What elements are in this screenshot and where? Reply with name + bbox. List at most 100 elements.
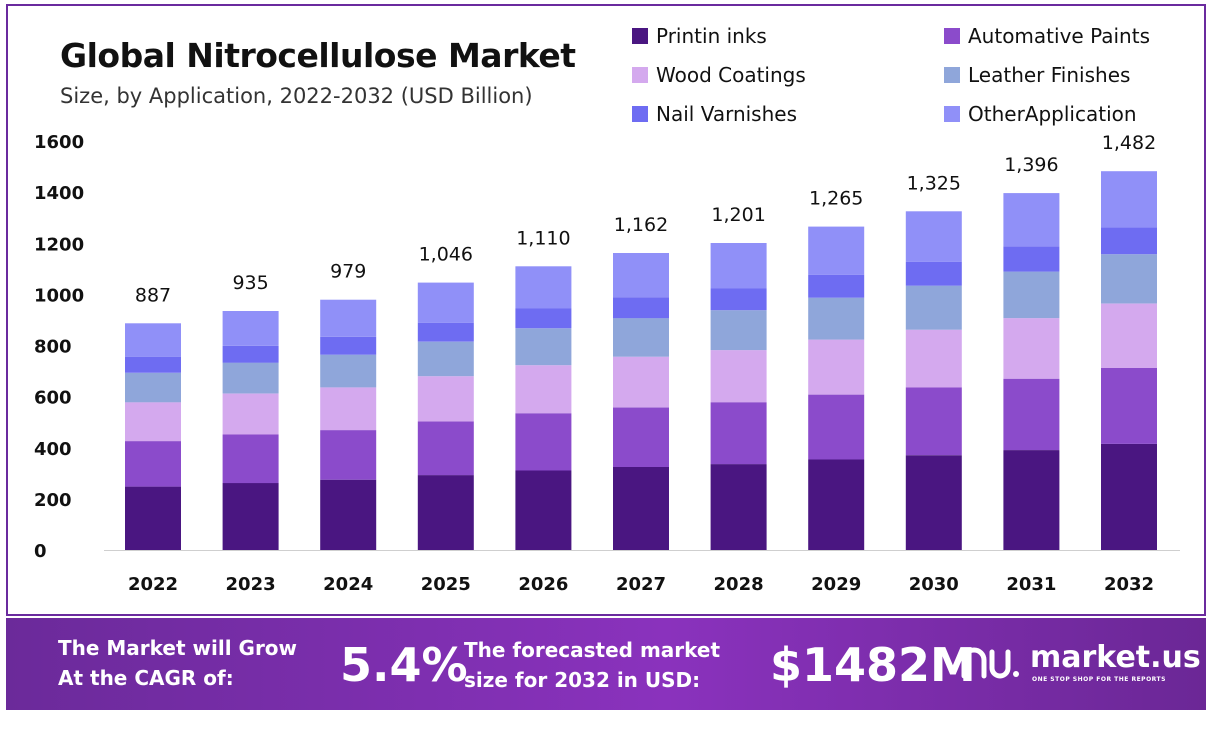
legend-label: Leather Finishes	[968, 63, 1131, 87]
y-tick-label: 0	[34, 541, 47, 562]
total-data-label: 1,201	[711, 204, 765, 226]
market-us-logo-text: market.us	[1030, 640, 1201, 675]
total-data-label: 1,046	[419, 244, 473, 266]
legend-swatch	[632, 106, 648, 122]
bar-segment	[1101, 368, 1157, 444]
bar-segment	[905, 329, 962, 388]
total-data-label: 1,110	[516, 227, 570, 249]
legend-swatch	[632, 67, 648, 83]
total-data-label: 979	[330, 261, 366, 283]
bar-segment	[905, 261, 962, 286]
market-us-logo-icon	[961, 647, 1019, 679]
bar-segment	[1003, 271, 1060, 319]
y-tick-label: 200	[34, 490, 72, 511]
bar-segment	[417, 421, 474, 476]
total-data-label: 1,396	[1004, 154, 1058, 176]
bar-segment	[905, 387, 962, 456]
bar-segment	[125, 372, 181, 403]
bar-segment	[320, 299, 377, 337]
bar-segment	[710, 464, 767, 550]
cagr-value: 5.4%	[340, 638, 468, 692]
x-tick-label: 2032	[1104, 574, 1154, 595]
bar-segment	[1003, 318, 1060, 379]
bar-segment	[808, 459, 865, 550]
total-data-label: 1,162	[614, 214, 668, 236]
bar-segment	[125, 402, 181, 442]
legend-item: Wood Coatings	[632, 63, 806, 87]
x-tick-label: 2030	[909, 574, 959, 595]
total-data-label: 935	[232, 272, 268, 294]
bar-segment	[417, 376, 474, 422]
bar-segment	[905, 285, 962, 330]
y-tick-label: 1000	[34, 285, 84, 306]
bar-segment	[1003, 246, 1060, 272]
legend-item: Printin inks	[632, 24, 767, 48]
bar-segment	[613, 318, 669, 357]
y-tick-label: 600	[34, 388, 72, 409]
y-tick-label: 1200	[34, 234, 84, 255]
y-tick-label: 1600	[34, 132, 84, 153]
bar-segment	[320, 479, 377, 550]
bar-segment	[710, 350, 767, 403]
bar-segment	[417, 475, 474, 550]
bar-segment	[515, 365, 572, 414]
legend-label: Wood Coatings	[656, 63, 806, 87]
legend-item: Automative Paints	[944, 24, 1150, 48]
bar-segment	[222, 311, 279, 346]
bar-segment	[417, 282, 474, 323]
bar-segment	[905, 455, 962, 550]
forecast-label: The forecasted market	[464, 638, 721, 662]
x-tick-label: 2026	[518, 574, 568, 595]
bar-segment	[515, 413, 572, 471]
legend-label: Automative Paints	[968, 24, 1150, 48]
bar-segment	[125, 441, 181, 487]
y-tick-label: 800	[34, 337, 72, 358]
bar-segment	[1003, 450, 1060, 550]
legend-label: Nail Varnishes	[656, 102, 797, 126]
bar-segment	[808, 226, 865, 275]
x-tick-label: 2027	[616, 574, 666, 595]
x-tick-label: 2023	[226, 574, 276, 595]
bar-segment	[222, 393, 279, 435]
stacked-bar-chart: 0 200 400 600 800 1000 1200 1400 1600 887 2022 935 2…	[34, 132, 1180, 595]
bar-segment	[808, 274, 865, 298]
bar-segment	[710, 402, 767, 465]
bar-segment	[417, 341, 474, 377]
bar-segment	[515, 470, 572, 550]
legend-swatch	[632, 28, 648, 44]
bar-segment	[222, 345, 279, 363]
x-tick-label: 2031	[1006, 574, 1056, 595]
bar-segment	[1101, 254, 1157, 304]
bar-segment	[1101, 443, 1157, 550]
bar-segment	[613, 466, 669, 550]
bar-segment	[515, 266, 572, 309]
bar-segment	[1101, 227, 1157, 255]
bar-segment	[320, 387, 377, 431]
bar-segment	[320, 336, 377, 355]
bar-segment	[1101, 171, 1157, 228]
bar-segment	[613, 297, 669, 319]
bar-segment	[125, 323, 181, 357]
forecast-value: $1482M	[770, 638, 976, 692]
chart-title: Global Nitrocellulose Market	[60, 36, 576, 75]
bar-segment	[222, 362, 279, 394]
bar-segment	[905, 211, 962, 262]
x-tick-label: 2028	[714, 574, 764, 595]
chart-subtitle: Size, by Application, 2022-2032 (USD Bil…	[60, 84, 533, 108]
bar-segment	[1101, 303, 1157, 368]
legend-item: Nail Varnishes	[632, 102, 797, 126]
bar-segment	[222, 434, 279, 484]
bar-segment	[125, 486, 181, 550]
x-tick-label: 2024	[323, 574, 373, 595]
bar-segment	[125, 356, 181, 373]
bar-segment	[808, 394, 865, 460]
total-data-label: 887	[135, 284, 171, 306]
bar-segment	[222, 483, 279, 550]
bar-segment	[613, 407, 669, 467]
bar-segment	[613, 356, 669, 408]
bar-segment	[808, 297, 865, 340]
bar-segment	[710, 243, 767, 289]
bar-segment	[710, 288, 767, 311]
legend-label: OtherApplication	[968, 102, 1137, 126]
legend-swatch	[944, 67, 960, 83]
